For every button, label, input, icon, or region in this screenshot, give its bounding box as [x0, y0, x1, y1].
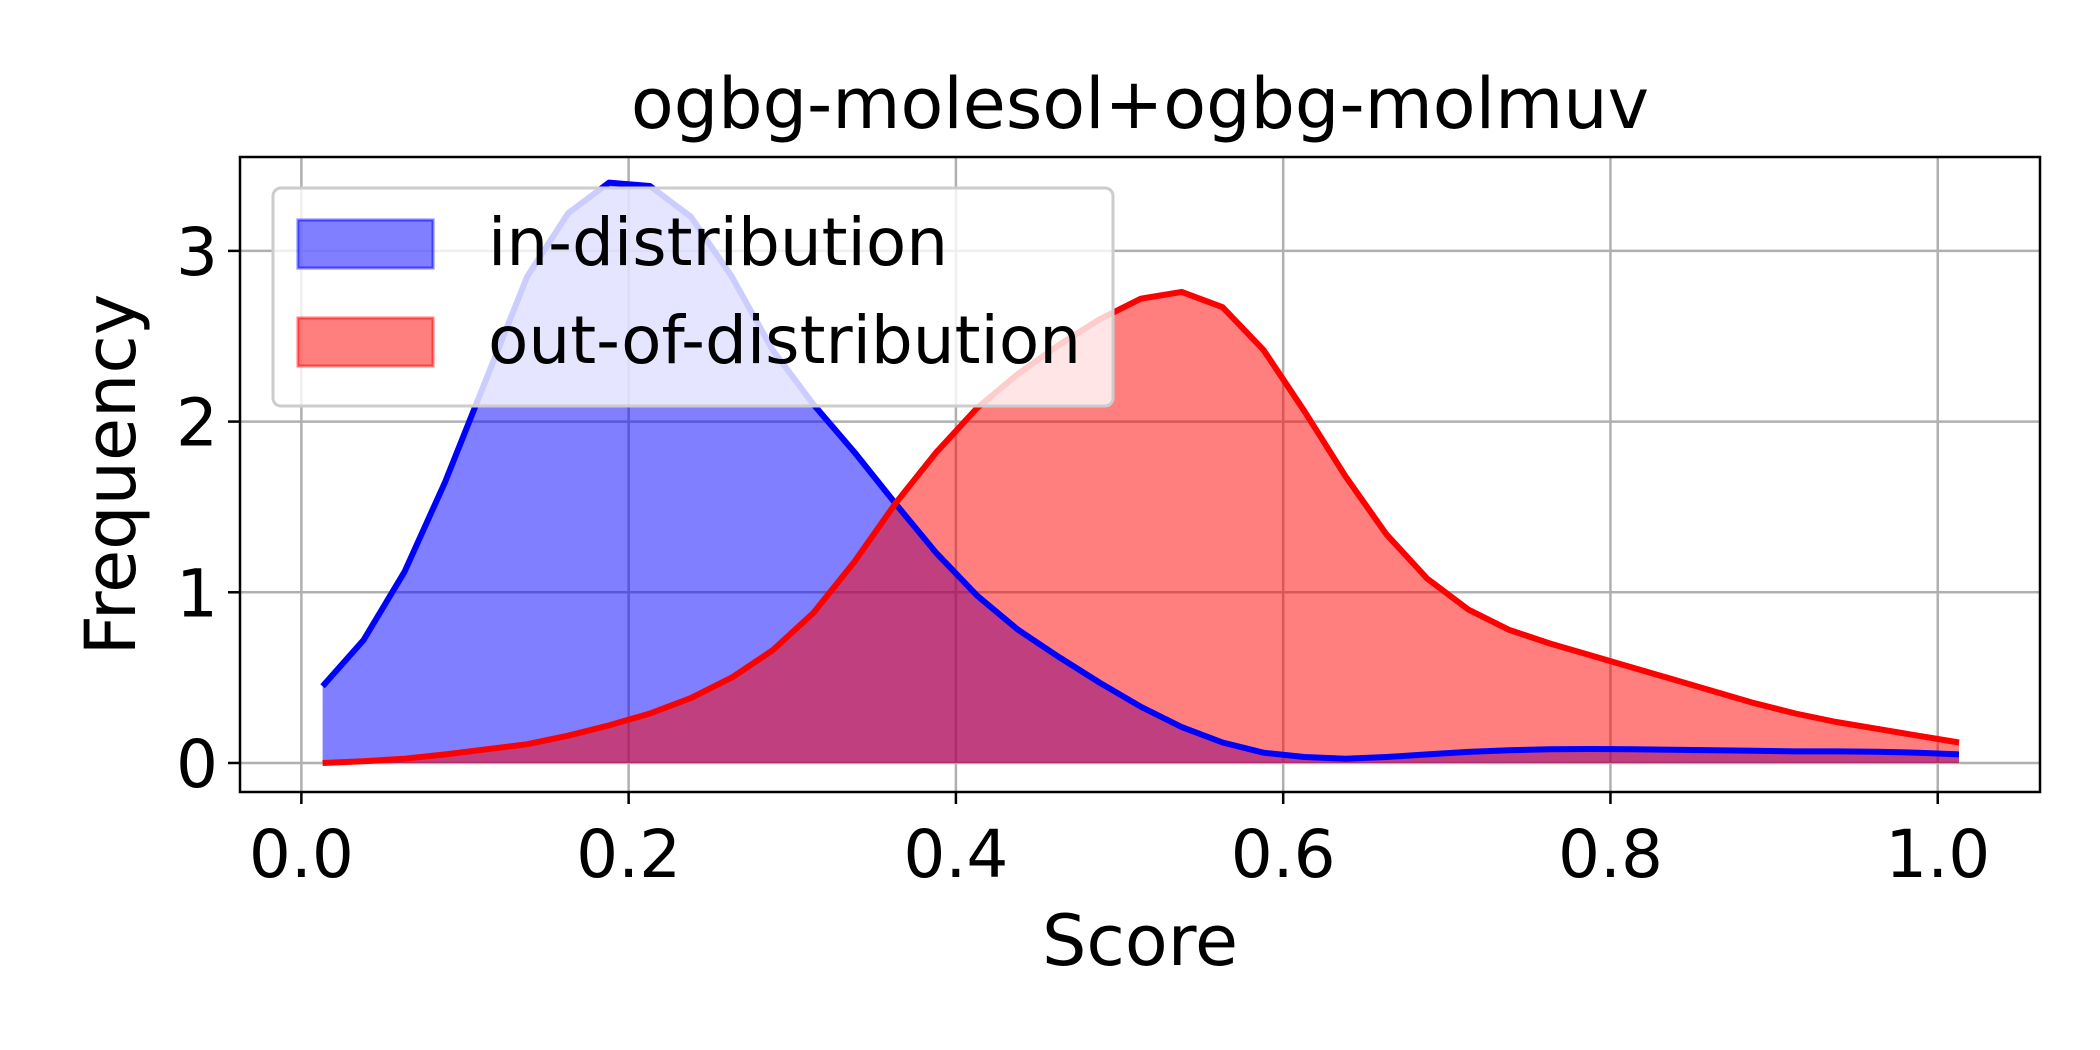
y-tick-label: 2: [176, 385, 218, 462]
line-out-of-distribution: [322, 288, 1960, 766]
x-tick-label: 0.4: [903, 816, 1008, 893]
chart-title: ogbg-molesol+ogbg-molmuv: [631, 63, 1649, 145]
legend-box: [271, 186, 1115, 408]
plot-frame: [238, 155, 2042, 794]
legend-label-out-of-distribution: out-of-distribution: [488, 302, 1081, 379]
legend-label-in-distribution: in-distribution: [488, 204, 948, 281]
x-tick-label: 0.0: [249, 816, 354, 893]
x-tick-label: 0.6: [1231, 816, 1336, 893]
x-tick-label: 0.2: [576, 816, 681, 893]
x-tick-label: 0.8: [1558, 816, 1663, 893]
x-tick-label: 1.0: [1885, 816, 1990, 893]
legend-swatch-in-distribution: [296, 218, 435, 270]
y-tick-label: 0: [176, 726, 218, 803]
y-tick-label: 3: [176, 214, 218, 291]
legend: in-distribution out-of-distribution: [271, 186, 1115, 408]
legend-swatch-out-of-distribution: [296, 316, 435, 368]
x-axis-title: Score: [1042, 900, 1238, 982]
y-axis-title: Frequency: [70, 294, 152, 656]
axis-ticks: 0.0 0.2 0.4 0.6 0.8 1.0 0 1 2 3: [176, 214, 1990, 893]
y-tick-label: 1: [176, 555, 218, 632]
